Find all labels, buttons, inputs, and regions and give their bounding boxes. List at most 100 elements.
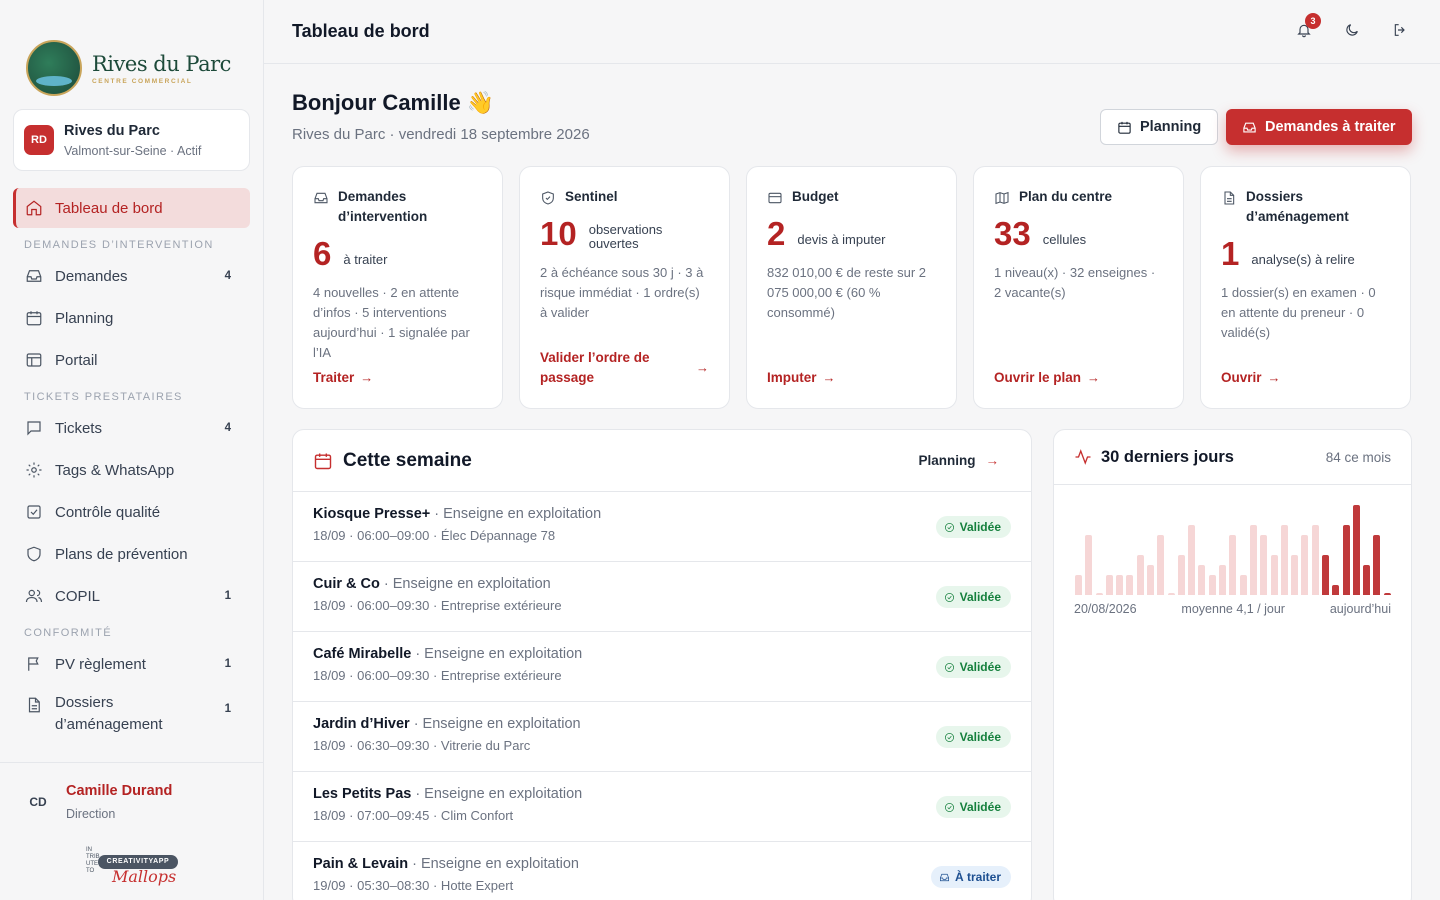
- chart-bar: [1280, 525, 1288, 595]
- status-badge: Validée: [935, 516, 1011, 538]
- row-shop-name: Café Mirabelle: [313, 646, 412, 662]
- sidebar-item-label: PV règlement: [55, 655, 146, 673]
- card-unit: cellules: [1042, 232, 1087, 247]
- week-panel: Cette semaine Planning → Kiosque Presse+ ·…: [292, 429, 1032, 900]
- status-label: Validée: [959, 590, 1001, 604]
- row-shop-type: · Enseigne en exploitation: [383, 576, 551, 592]
- arrow-right-icon: →: [360, 370, 374, 385]
- stats-title: 30 derniers jours: [1101, 447, 1234, 466]
- sidebar-item-label: Portail: [55, 351, 98, 369]
- chart-bar: [1095, 593, 1103, 595]
- card-title: Plan du centre: [1019, 189, 1113, 204]
- sidebar-item-demandes[interactable]: Demandes 4: [13, 256, 250, 296]
- user-profile[interactable]: CD Camille Durand Direction IN TRIB UTE …: [0, 762, 263, 900]
- home-icon: [26, 200, 42, 216]
- chart-bar: [1311, 525, 1319, 595]
- row-shop-name: Les Petits Pas: [313, 786, 412, 802]
- card-description: 1 niveau(x) · 32 enseignes · 2 vacante(s…: [994, 265, 1156, 300]
- row-shop-name: Cuir & Co: [313, 576, 380, 592]
- card-link-ouvrir[interactable]: Ouvrir →: [1221, 368, 1281, 388]
- sidebar-item-tags[interactable]: Tags & WhatsApp: [13, 450, 250, 490]
- card-link-valider[interactable]: Valider l’ordre de passage →: [540, 348, 709, 388]
- week-planning-link[interactable]: Planning →: [919, 453, 1000, 468]
- theme-toggle-button[interactable]: [1344, 22, 1364, 42]
- planning-button[interactable]: Planning: [1100, 109, 1219, 145]
- sidebar-item-tickets[interactable]: Tickets 4: [13, 408, 250, 448]
- status-label: Validée: [959, 660, 1001, 674]
- chart-bar: [1291, 555, 1299, 595]
- sidebar-item-label: Planning: [55, 309, 114, 327]
- sidebar-item-qualite[interactable]: Contrôle qualité: [13, 492, 250, 532]
- week-link-label: Planning: [918, 453, 976, 468]
- row-details: 19/09 · 05:30–08:30 · Hotte Expert: [313, 878, 514, 893]
- chart-bar: [1260, 535, 1268, 595]
- greeting-subtitle: Rives du Parc · vendredi 18 septembre 20…: [292, 126, 590, 143]
- users-icon: [25, 589, 43, 603]
- chart-bar: [1147, 565, 1155, 595]
- chart-bar: [1198, 565, 1206, 595]
- notification-badge: 3: [1305, 12, 1321, 29]
- card-link-label: Ouvrir le plan: [994, 370, 1082, 385]
- sidebar-item-planning[interactable]: Planning: [13, 298, 250, 338]
- card-link-imputer[interactable]: Imputer →: [767, 368, 836, 388]
- sidebar-item-label: Plans de prévention: [55, 545, 188, 563]
- chart-bar: [1249, 525, 1257, 595]
- logout-icon: [1394, 23, 1405, 36]
- logout-button[interactable]: [1392, 22, 1412, 42]
- demandes-button[interactable]: Demandes à traiter: [1226, 109, 1412, 145]
- check-circle-icon: [944, 522, 954, 532]
- card-link-label: Ouvrir: [1221, 370, 1262, 385]
- list-item[interactable]: Pain & Levain · Enseigne en exploitation 1…: [293, 842, 1031, 900]
- check-circle-icon: [944, 662, 954, 672]
- list-item[interactable]: Café Mirabelle · Enseigne en exploitation…: [293, 632, 1031, 702]
- kpi-cards: Demandes d’intervention 6 à traiter 4 no…: [292, 166, 1411, 409]
- checkbox-icon: [27, 505, 41, 519]
- card-link-traiter[interactable]: Traiter →: [313, 368, 373, 388]
- sidebar-item-pv[interactable]: PV règlement 1: [13, 644, 250, 684]
- chart-bar: [1352, 505, 1360, 595]
- file-icon: [1224, 191, 1235, 205]
- notifications-button[interactable]: 3: [1296, 12, 1321, 42]
- list-item[interactable]: Jardin d’Hiver · Enseigne en exploitation…: [293, 702, 1031, 772]
- card-link-label: Traiter: [313, 370, 355, 385]
- nav-count: 4: [224, 422, 231, 434]
- brand-logo[interactable]: Rives du Parc CENTRE COMMERCIAL: [0, 0, 263, 108]
- topbar: Tableau de bord 3: [264, 0, 1440, 64]
- chart-bar: [1126, 575, 1134, 595]
- sidebar-item-dashboard[interactable]: Tableau de bord: [13, 188, 250, 228]
- calendar-icon: [314, 453, 332, 469]
- mallops-signature: Mallops: [112, 867, 177, 886]
- card-unit: analyse(s) à relire: [1251, 252, 1355, 267]
- nav-section-tickets: TICKETS PRESTATAIRES: [24, 391, 183, 403]
- list-item[interactable]: Cuir & Co · Enseigne en exploitation 18/09…: [293, 562, 1031, 632]
- card-number: 6: [313, 235, 332, 272]
- axis-average-label: moyenne 4,1 / jour: [1181, 602, 1285, 616]
- chart-bar: [1177, 555, 1185, 595]
- check-circle-icon: [944, 732, 954, 742]
- list-item[interactable]: Les Petits Pas · Enseigne en exploitation…: [293, 772, 1031, 842]
- calendar-icon: [26, 311, 42, 326]
- card-link-plan[interactable]: Ouvrir le plan →: [994, 368, 1100, 388]
- sidebar-item-portail[interactable]: Portail: [13, 340, 250, 380]
- moon-icon: [1346, 23, 1358, 36]
- wallet-icon: [768, 192, 782, 204]
- card-description: 1 dossier(s) en examen · 0 en attente du…: [1221, 285, 1376, 340]
- chart-bar: [1321, 555, 1329, 595]
- site-selector[interactable]: RD Rives du Parc Valmont-sur-Seine · Act…: [13, 109, 250, 171]
- planning-button-label: Planning: [1140, 119, 1202, 135]
- chart-bar: [1085, 535, 1093, 595]
- sidebar-item-copil[interactable]: COPIL 1: [13, 576, 250, 616]
- stats-month-count: 84 ce mois: [1325, 449, 1391, 465]
- map-icon: [995, 191, 1009, 205]
- list-item[interactable]: Kiosque Presse+ · Enseigne en exploitatio…: [293, 492, 1031, 562]
- card-link-label: Imputer: [767, 370, 817, 385]
- inbox-icon: [26, 270, 42, 282]
- creativity-app-logo[interactable]: IN TRIB UTE TO CREATIVITYAPP Mallops: [86, 847, 178, 887]
- nav-section-demandes: DEMANDES D’INTERVENTION: [24, 239, 214, 251]
- card-number: 2: [767, 215, 786, 252]
- chart-bar: [1188, 525, 1196, 595]
- status-label: Validée: [959, 800, 1001, 814]
- sidebar-item-label: Demandes: [55, 267, 128, 285]
- sidebar-item-dossiers[interactable]: Dossiers d’aménagement 1: [13, 686, 250, 733]
- sidebar-item-prevention[interactable]: Plans de prévention: [13, 534, 250, 574]
